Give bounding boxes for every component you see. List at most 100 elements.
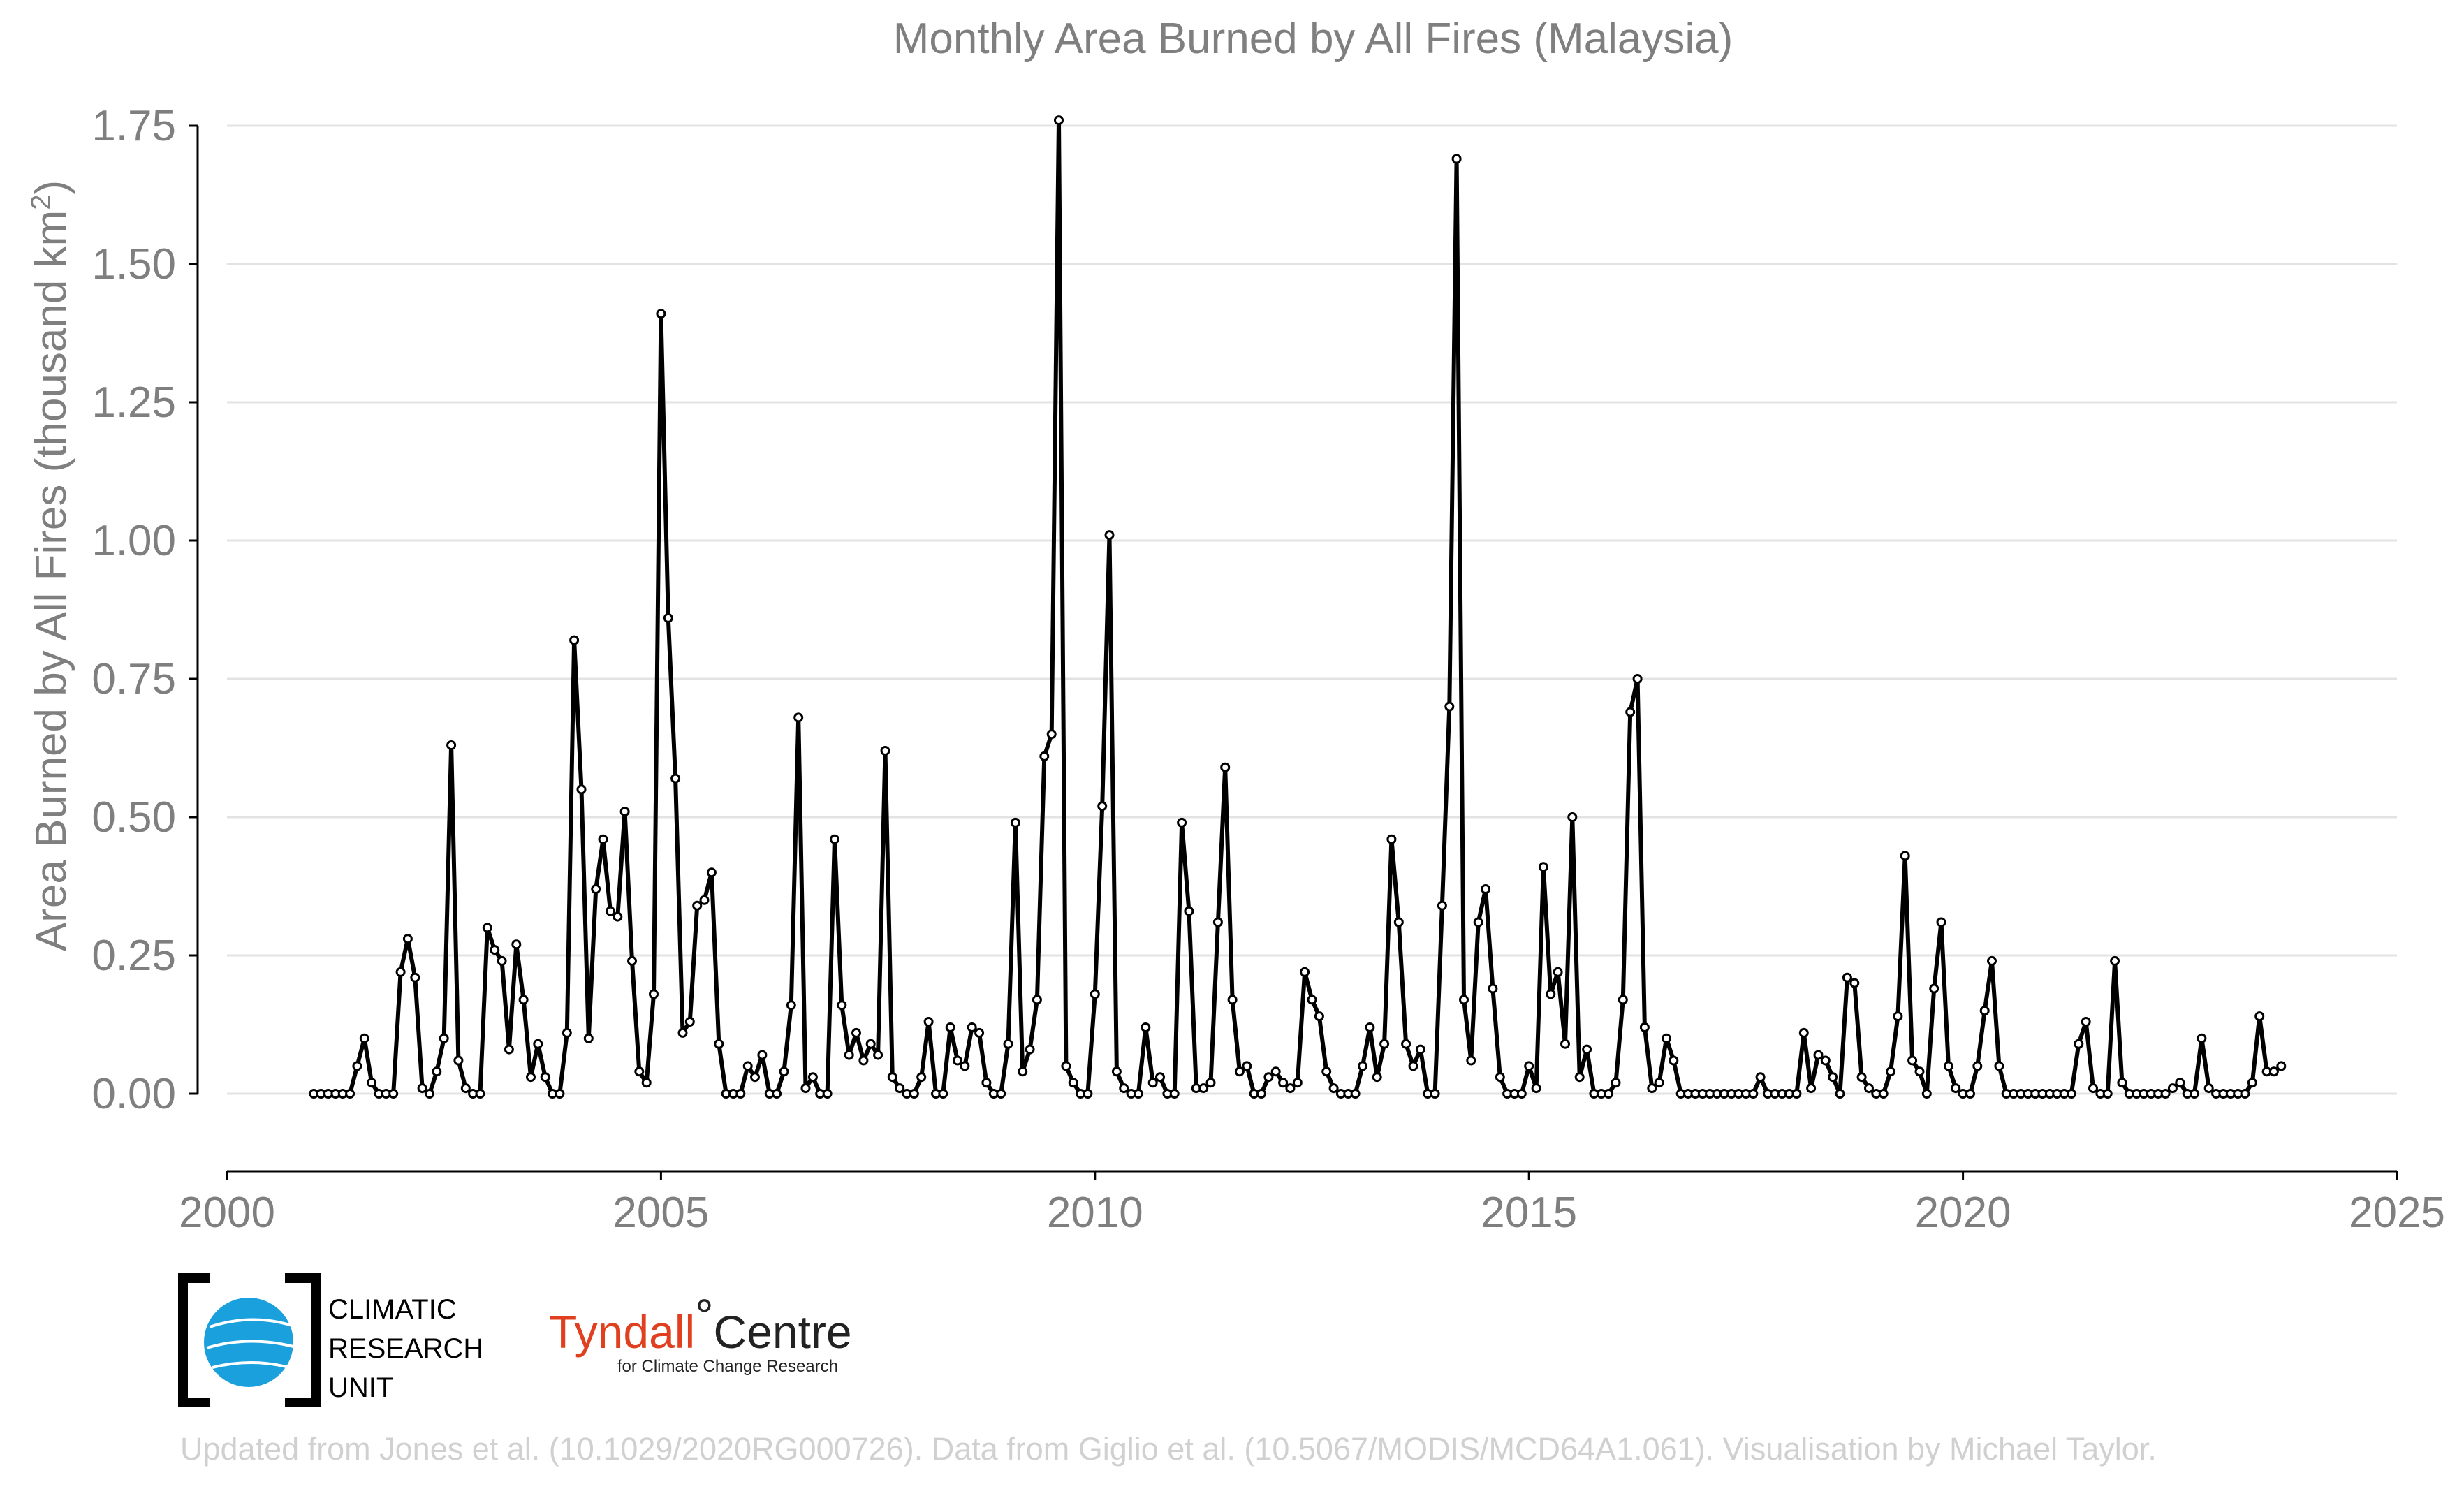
credit-line: Updated from Jones et al. (10.1029/2020R… (180, 1431, 2157, 1467)
data-point (1046, 729, 1057, 740)
data-point (1806, 1083, 1817, 1094)
data-point (1177, 817, 1187, 828)
data-point (2247, 1078, 2257, 1088)
data-point (511, 939, 522, 950)
data-point (1198, 1083, 1209, 1094)
data-point (1234, 1066, 1245, 1077)
data-point (613, 911, 623, 922)
data-point (1662, 1033, 1671, 1043)
data-point (1451, 154, 1462, 164)
data-point (2117, 1078, 2127, 1088)
y-tick-label: 1.00 (91, 517, 176, 565)
cru-logo-line-1: CLIMATIC (328, 1294, 457, 1325)
data-point (1141, 1022, 1151, 1032)
data-point (1401, 1039, 1411, 1049)
data-point (1611, 1078, 1621, 1088)
y-axis-label-sup: 2 (26, 195, 57, 210)
data-point (1929, 983, 1939, 994)
data-point (1083, 1089, 1093, 1099)
data-point (1820, 1055, 1831, 1066)
data-point (1169, 1089, 1180, 1099)
data-point (432, 1066, 442, 1077)
data-point (757, 1050, 768, 1060)
data-point (367, 1078, 377, 1088)
data-point (2190, 1089, 2199, 1099)
y-tick-label: 0.25 (91, 932, 176, 980)
cru-logo-line-3: UNIT (328, 1372, 393, 1403)
data-point (1560, 1039, 1570, 1049)
tyndall-logo-degree: ° (695, 1289, 713, 1341)
data-point (1524, 1061, 1534, 1071)
data-point (670, 773, 681, 784)
data-point (1061, 1061, 1071, 1071)
y-tick-label: 0.00 (91, 1070, 176, 1118)
data-point (865, 1039, 876, 1049)
data-point (1321, 1066, 1332, 1077)
data-point (772, 1089, 782, 1099)
globe-icon-lines (206, 1318, 294, 1369)
data-point (1314, 1011, 1324, 1022)
data-point (2102, 1089, 2113, 1099)
data-point (2197, 1033, 2207, 1043)
data-point (1886, 1066, 1895, 1077)
data-point (2268, 1066, 2279, 1077)
data-point (619, 807, 630, 817)
data-point (562, 1027, 572, 1038)
data-point (453, 1055, 464, 1066)
data-point (656, 309, 666, 319)
data-point (1921, 1089, 1932, 1099)
data-point (1104, 530, 1115, 541)
data-point (1379, 1039, 1390, 1049)
data-point (887, 1072, 897, 1083)
data-point (1979, 1006, 1990, 1016)
data-point (1018, 1066, 1028, 1077)
data-point (953, 1055, 962, 1066)
data-point (1936, 917, 1946, 927)
data-point (2110, 955, 2120, 966)
data-point (1097, 801, 1108, 812)
data-point (634, 1066, 645, 1077)
data-point (1951, 1083, 1961, 1094)
y-axis: 0.00 0.25 0.50 0.75 1.00 1.25 1.50 1.75 (91, 102, 199, 1118)
data-point (1372, 1072, 1382, 1083)
data-point (627, 955, 637, 966)
data-point (895, 1083, 905, 1094)
data-point (1618, 995, 1628, 1005)
data-point (439, 1033, 449, 1043)
data-point (1459, 995, 1469, 1005)
data-point (526, 1072, 536, 1083)
data-point (2066, 1089, 2076, 1099)
chart-title: Monthly Area Burned by All Fires (Malays… (893, 15, 1733, 63)
cru-logo-bracket-left (178, 1273, 210, 1407)
data-point (1270, 1066, 1281, 1077)
data-point (446, 740, 457, 750)
data-point (1328, 1083, 1339, 1094)
data-point (1415, 1044, 1425, 1055)
data-point (1791, 1089, 1802, 1099)
data-point (793, 712, 804, 723)
data-point (1647, 1083, 1657, 1094)
data-point (1307, 995, 1317, 1005)
data-point (800, 1083, 811, 1094)
data-point (1813, 1050, 1824, 1060)
data-point (1437, 900, 1447, 911)
data-point (1205, 1078, 1216, 1088)
data-point (460, 1083, 471, 1094)
data-point (1285, 1083, 1296, 1094)
data-point (2276, 1061, 2287, 1071)
data-point (779, 1066, 789, 1077)
x-tick-label: 2015 (1481, 1189, 1577, 1237)
data-point (1488, 983, 1498, 994)
data-point (1010, 817, 1020, 828)
data-point (1068, 1078, 1078, 1088)
y-tick-label: 0.75 (91, 655, 176, 703)
data-point (2203, 1083, 2214, 1094)
x-tick-label: 2025 (2349, 1189, 2445, 1237)
data-point (1828, 1072, 1838, 1083)
data-point (1292, 1078, 1303, 1088)
data-point (1393, 917, 1404, 927)
data-point (649, 989, 659, 999)
y-axis-label-text: Area Burned by All Fires (thousand km (27, 210, 75, 951)
data-point (1242, 1061, 1252, 1071)
data-point (1054, 115, 1064, 126)
